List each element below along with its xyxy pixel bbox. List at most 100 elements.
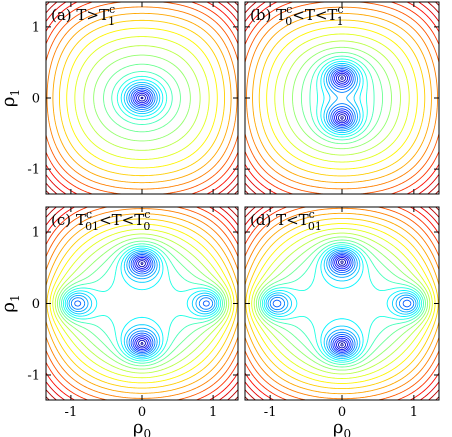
x-tick-label: 0 xyxy=(138,405,146,420)
contour-level-2 xyxy=(336,257,348,350)
contour-level-14 xyxy=(54,233,230,374)
contour-level-12 xyxy=(103,63,181,133)
contour-level-0 xyxy=(140,96,144,100)
panel-label: (a) T>Tc 1 xyxy=(51,3,115,28)
contour-level-4 xyxy=(332,69,352,127)
contour-level-1 xyxy=(337,258,347,349)
contour-level-11 xyxy=(309,55,375,141)
contour-level-11 xyxy=(260,242,424,365)
contour-level-8 xyxy=(66,249,218,358)
contour-level-0 xyxy=(140,262,144,345)
contour-level-20 xyxy=(46,207,238,400)
contour-level-15 xyxy=(52,228,232,379)
contour-level-11 xyxy=(111,71,173,125)
contour-level-9 xyxy=(64,247,220,360)
contour-level-10 xyxy=(316,58,368,138)
contour-level-19 xyxy=(245,207,439,400)
contour-level-21 xyxy=(46,2,238,194)
contour-level-13 xyxy=(57,237,227,370)
contour-level-25 xyxy=(245,2,439,194)
contour-level-20 xyxy=(245,2,439,194)
contour-level-7 xyxy=(68,251,216,356)
contour-level-25 xyxy=(46,2,238,194)
x-tick-label: 0 xyxy=(338,405,346,420)
contour-level-22 xyxy=(245,207,439,400)
panel-c: -1 0 1 -1 0 1 ρ1 ρ0 (c) Tc 01<T<Tc 0 xyxy=(0,206,239,437)
contour-level-22 xyxy=(46,2,238,194)
panel-frame xyxy=(45,1,239,195)
contour-level-0 xyxy=(340,260,344,347)
contour-level-7 xyxy=(326,64,358,132)
contour-level-13 xyxy=(255,236,429,371)
contour-level-10 xyxy=(261,244,423,363)
panel-label: (d) T<Tc 01 xyxy=(250,208,322,233)
contour-level-18 xyxy=(52,12,232,184)
contour-level-18 xyxy=(245,212,439,395)
contour-level-4 xyxy=(332,254,352,353)
contour-level-14 xyxy=(283,40,401,156)
contour-level-18 xyxy=(252,12,432,184)
contour-level-9 xyxy=(120,79,164,117)
contour-level-7 xyxy=(126,84,158,112)
contour-level-12 xyxy=(300,51,384,145)
contour-lines xyxy=(46,2,238,194)
y-axis-label: ρ1 xyxy=(0,294,22,312)
contour-level-3 xyxy=(134,91,150,105)
contour-level-13 xyxy=(292,46,392,150)
contour-level-12 xyxy=(59,240,225,367)
contour-level-16 xyxy=(49,223,235,384)
contour-level-6 xyxy=(70,252,214,355)
panel-frame xyxy=(244,1,440,195)
contour-level-8 xyxy=(323,62,361,134)
contour-level-9 xyxy=(320,60,364,136)
contour-level-6 xyxy=(328,66,356,130)
contour-level-23 xyxy=(245,207,439,400)
contour-level-17 xyxy=(245,217,439,390)
contour-level-10 xyxy=(116,75,168,121)
contour-level-12 xyxy=(258,239,426,368)
contour-level-19 xyxy=(46,208,238,399)
contour-level-2 xyxy=(335,72,349,124)
contour-level-1 xyxy=(137,94,147,102)
contour-level-5 xyxy=(130,87,154,109)
contour-level-24 xyxy=(245,207,439,400)
contour-level-5 xyxy=(272,252,412,355)
contour-level-5 xyxy=(330,68,354,128)
contour-level-18 xyxy=(46,213,238,394)
contour-level-14 xyxy=(83,45,201,151)
contour-level-4 xyxy=(132,255,152,352)
contour-lines xyxy=(245,2,439,194)
contour-level-0 xyxy=(340,76,344,120)
contour-level-20 xyxy=(245,207,439,400)
panel-label: (b) Tc 0<T<Tc 1 xyxy=(250,3,344,28)
x-tick-label: 1 xyxy=(209,405,217,420)
contour-level-6 xyxy=(269,251,415,356)
x-axis-label: ρ0 xyxy=(133,417,151,437)
contour-level-23 xyxy=(245,2,439,194)
x-tick-label: -1 xyxy=(264,405,277,420)
contour-level-17 xyxy=(58,19,226,177)
y-axis-label: ρ1 xyxy=(0,89,22,107)
contour-level-17 xyxy=(258,19,426,177)
contour-level-2 xyxy=(136,258,148,349)
contour-level-16 xyxy=(248,223,436,384)
contour-level-15 xyxy=(251,228,433,379)
contour-level-21 xyxy=(245,207,439,400)
contour-level-7 xyxy=(267,249,417,358)
contour-level-15 xyxy=(274,33,410,163)
contour-level-4 xyxy=(132,89,152,107)
contour-level-14 xyxy=(253,232,431,375)
contour-level-23 xyxy=(46,207,238,400)
contour-level-20 xyxy=(46,2,238,194)
contour-level-21 xyxy=(46,207,238,400)
contour-level-8 xyxy=(265,248,419,359)
contour-level-24 xyxy=(46,207,238,400)
x-tick-label: 1 xyxy=(410,405,418,420)
y-tick-label: -1 xyxy=(27,163,40,178)
contour-level-3 xyxy=(334,71,350,125)
contour-level-1 xyxy=(337,74,347,122)
contour-level-19 xyxy=(46,6,238,190)
contour-level-6 xyxy=(128,86,156,110)
contour-lines xyxy=(245,207,439,400)
